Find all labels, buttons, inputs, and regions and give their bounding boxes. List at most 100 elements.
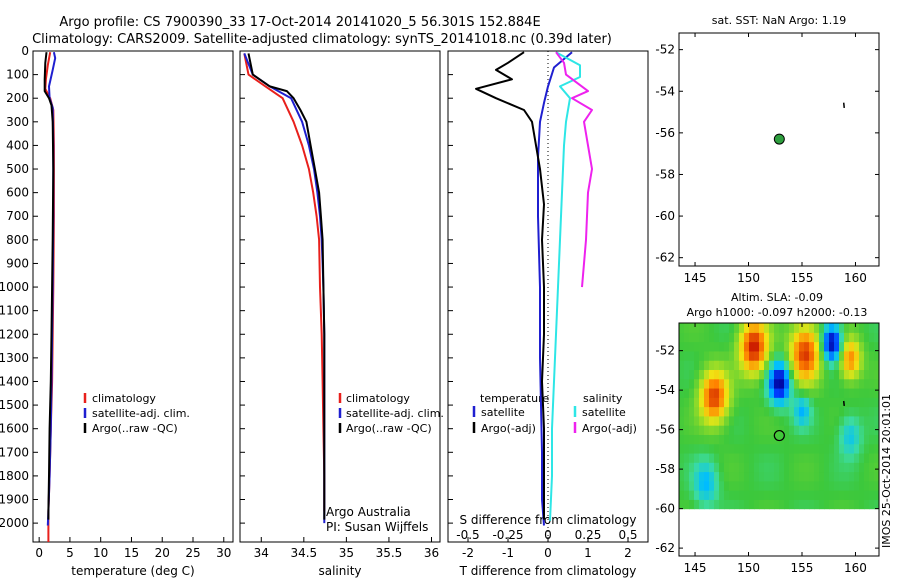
sla-heatmap-cell (844, 462, 850, 473)
sla-heatmap-cell (779, 490, 785, 500)
sla-heatmap-cell (794, 462, 800, 473)
sla-heatmap-cell (794, 378, 800, 389)
sla-heatmap-cell (864, 471, 870, 482)
sla-heatmap-cell (749, 452, 755, 463)
sla-heatmap-cell (694, 341, 700, 352)
sla-heatmap-cell (799, 323, 805, 333)
sla-heatmap-cell (779, 471, 785, 482)
y-tick-label: 1000 (0, 280, 29, 294)
sla-heatmap-cell (869, 443, 875, 454)
coast-fragment (842, 102, 845, 108)
sla-heatmap-cell (694, 471, 700, 482)
sla-heatmap-cell (699, 425, 705, 435)
sla-heatmap-cell (834, 387, 840, 398)
sla-heatmap-cell (844, 499, 850, 510)
sla-heatmap-cell (829, 332, 835, 343)
sla-heatmap-cell (839, 415, 845, 426)
sla-heatmap-cell (849, 443, 855, 454)
sla-heatmap-cell (809, 471, 815, 482)
sla-heatmap-cell (699, 443, 705, 454)
sla-heatmap-cell (829, 387, 835, 398)
sla-heatmap-cell (759, 341, 765, 352)
sla-heatmap-cell (689, 462, 695, 473)
sla-heatmap-cell (864, 415, 870, 426)
sla-heatmap-cell (804, 406, 810, 417)
sla-heatmap-cell (749, 387, 755, 398)
sla-heatmap-cell (839, 332, 845, 343)
sla-heatmap-cell (784, 378, 790, 389)
x-tick-label: 30 (216, 546, 231, 560)
sla-heatmap-cell (874, 406, 879, 417)
difference-panel-frame (447, 50, 649, 543)
sla-heatmap-cell (799, 443, 805, 454)
map-x-tick-label: 150 (737, 561, 760, 575)
sla-heatmap-cell (744, 397, 750, 408)
sla-heatmap-cell (874, 369, 879, 380)
s-tick-label: 0.5 (618, 528, 637, 542)
sla-heatmap-cell (734, 452, 740, 463)
x-tick-label: 36 (424, 546, 439, 560)
sla-heatmap-cell (734, 397, 740, 408)
sla-heatmap-cell (699, 378, 705, 389)
sla-heatmap-cell (819, 471, 825, 482)
sla-heatmap-cell (739, 378, 745, 389)
sla-heatmap-cell (784, 471, 790, 482)
sla-heatmap-cell (744, 332, 750, 343)
sla-heatmap-cell (834, 434, 840, 445)
sla-heatmap-cell (689, 490, 695, 500)
temperature-panel-frame (32, 50, 234, 543)
sla-heatmap-cell (824, 480, 830, 491)
sla-heatmap-cell (719, 434, 725, 445)
sla-heatmap-cell (729, 323, 735, 333)
sla-heatmap-cell (784, 443, 790, 454)
sla-heatmap-cell (794, 323, 800, 333)
sla-heatmap-cell (764, 415, 770, 426)
sla-heatmap-cell (779, 341, 785, 352)
sla-heatmap-cell (684, 369, 690, 380)
sla-heatmap-cell (869, 406, 875, 417)
sla-heatmap-cell (719, 452, 725, 463)
sla-heatmap-cell (699, 490, 705, 500)
sla-heatmap-cell (749, 369, 755, 380)
sla-heatmap-cell (689, 471, 695, 482)
sla-heatmap-cell (759, 332, 765, 343)
map-y-tick-label: -56 (655, 126, 675, 140)
sla-heatmap-cell (719, 499, 725, 510)
sla-heatmap-cell (859, 350, 865, 361)
sla-heatmap-cell (714, 452, 720, 463)
sla-heatmap-cell (764, 499, 770, 510)
sla-heatmap-cell (724, 415, 730, 426)
sla-heatmap-cell (714, 406, 720, 417)
sla-heatmap-cell (769, 350, 775, 361)
sla-heatmap-cell (864, 341, 870, 352)
sla-heatmap-cell (819, 387, 825, 398)
sla-heatmap-cell (754, 443, 760, 454)
series-line-sal_satellite (549, 51, 581, 521)
sla-heatmap-cell (809, 332, 815, 343)
sla-heatmap-cell (759, 490, 765, 500)
sla-heatmap-cell (854, 452, 860, 463)
y-tick-label: 1400 (0, 374, 29, 388)
sla-heatmap-cell (869, 369, 875, 380)
sla-heatmap-cell (739, 341, 745, 352)
sla-heatmap-cell (859, 425, 865, 435)
sla-heatmap-cell (794, 425, 800, 435)
sla-heatmap-cell (824, 425, 830, 435)
sla-heatmap-cell (794, 369, 800, 380)
sla-heatmap-cell (819, 406, 825, 417)
sla-heatmap-cell (694, 462, 700, 473)
sla-heatmap-cell (684, 471, 690, 482)
sla-heatmap-cell (789, 378, 795, 389)
sla-heatmap-cell (844, 480, 850, 491)
sla-heatmap-cell (704, 360, 710, 370)
sla-heatmap-cell (694, 397, 700, 408)
sla-heatmap-cell (809, 350, 815, 361)
sla-heatmap-cell (749, 332, 755, 343)
sla-heatmap-cell (829, 434, 835, 445)
sla-heatmap-cell (704, 323, 710, 333)
sla-heatmap-cell (704, 480, 710, 491)
sla-heatmap-cell (804, 387, 810, 398)
legend-label-t-argo: Argo(-adj) (481, 422, 536, 435)
sla-heatmap-cell (784, 341, 790, 352)
sla-heatmap-cell (784, 462, 790, 473)
